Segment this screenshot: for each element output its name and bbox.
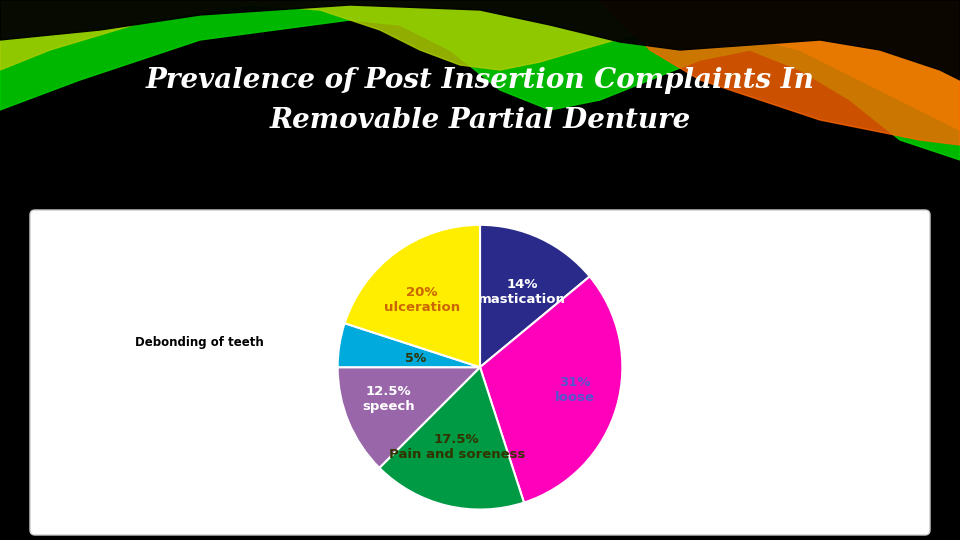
Wedge shape	[345, 225, 480, 367]
Polygon shape	[0, 0, 960, 80]
Wedge shape	[338, 367, 480, 468]
Polygon shape	[600, 0, 960, 145]
Text: Removable Partial Denture: Removable Partial Denture	[270, 106, 690, 133]
Text: 20%
ulceration: 20% ulceration	[384, 286, 460, 314]
Wedge shape	[480, 276, 622, 503]
Wedge shape	[338, 323, 480, 367]
Wedge shape	[379, 367, 524, 510]
Wedge shape	[480, 225, 589, 367]
Text: 12.5%
speech: 12.5% speech	[362, 385, 415, 413]
Polygon shape	[0, 0, 960, 160]
Text: 31%
loose: 31% loose	[555, 376, 595, 404]
Text: Debonding of teeth: Debonding of teeth	[135, 336, 264, 349]
Text: 5%: 5%	[405, 352, 426, 365]
FancyBboxPatch shape	[30, 210, 930, 535]
Text: 17.5%
Pain and soreness: 17.5% Pain and soreness	[389, 434, 525, 462]
Polygon shape	[0, 0, 960, 130]
Text: Prevalence of Post Insertion Complaints In: Prevalence of Post Insertion Complaints …	[146, 66, 814, 93]
Text: 14%
mastication: 14% mastication	[478, 279, 566, 307]
